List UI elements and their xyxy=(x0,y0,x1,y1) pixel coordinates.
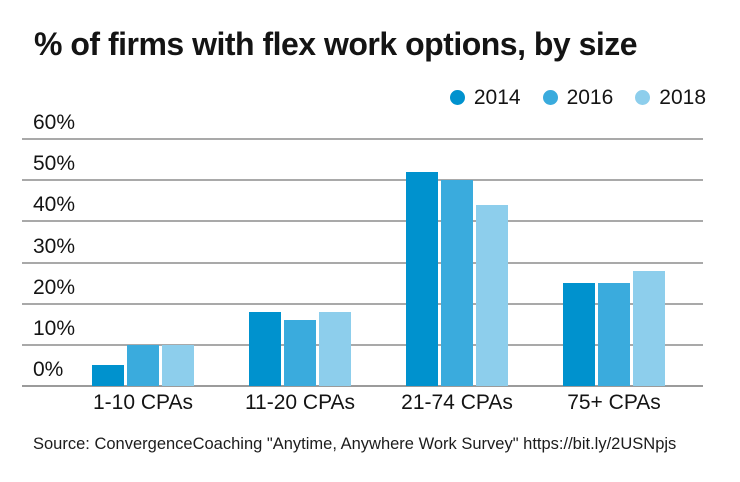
gridline xyxy=(22,179,703,182)
chart-title: % of firms with flex work options, by si… xyxy=(34,26,638,62)
legend-swatch-icon xyxy=(542,90,558,105)
bar-2018-11-20-cpas xyxy=(319,311,351,386)
gridline xyxy=(22,220,703,223)
legend-label: 2016 xyxy=(566,86,614,109)
bar-2014-21-74-cpas xyxy=(406,171,438,386)
legend-item-2014: 2014 xyxy=(449,86,521,109)
category-label: 75+ CPAs xyxy=(567,391,661,414)
legend-item-2016: 2016 xyxy=(542,86,614,109)
x-axis-baseline xyxy=(22,385,703,387)
legend-label: 2014 xyxy=(473,86,521,109)
category-label: 21-74 CPAs xyxy=(401,391,513,414)
legend-swatch-icon xyxy=(449,90,465,105)
bar-2016-21-74-cpas xyxy=(441,180,473,386)
y-tick-label: 30% xyxy=(33,234,76,258)
source-attribution: Source: ConvergenceCoaching "Anytime, An… xyxy=(33,435,677,453)
bar-2018-21-74-cpas xyxy=(476,204,508,386)
y-tick-label: 50% xyxy=(33,152,76,176)
category-label: 11-20 CPAs xyxy=(244,391,356,414)
gridline xyxy=(22,138,703,140)
bar-2018-75+-cpas xyxy=(633,270,665,386)
bar-2016-11-20-cpas xyxy=(284,320,316,386)
bar-2014-1-10-cpas xyxy=(92,365,124,386)
gridline xyxy=(22,302,703,305)
bar-2016-1-10-cpas xyxy=(127,344,159,386)
y-tick-label: 20% xyxy=(33,275,76,299)
legend: 2014 2016 2018 xyxy=(449,86,706,109)
bar-2016-75+-cpas xyxy=(598,283,630,386)
legend-label: 2018 xyxy=(659,86,706,109)
y-tick-label: 0% xyxy=(33,358,64,381)
bar-2014-75+-cpas xyxy=(563,283,595,386)
gridline xyxy=(22,261,703,264)
legend-swatch-icon xyxy=(635,90,651,105)
y-tick-label: 40% xyxy=(33,193,76,217)
gridline xyxy=(22,343,703,346)
category-label: 1-10 CPAs xyxy=(93,391,193,414)
y-tick-label: 10% xyxy=(33,316,76,340)
y-tick-label: 60% xyxy=(33,111,76,134)
legend-item-2018: 2018 xyxy=(635,87,706,108)
bar-2014-11-20-cpas xyxy=(249,311,281,386)
bar-2018-1-10-cpas xyxy=(162,344,194,386)
